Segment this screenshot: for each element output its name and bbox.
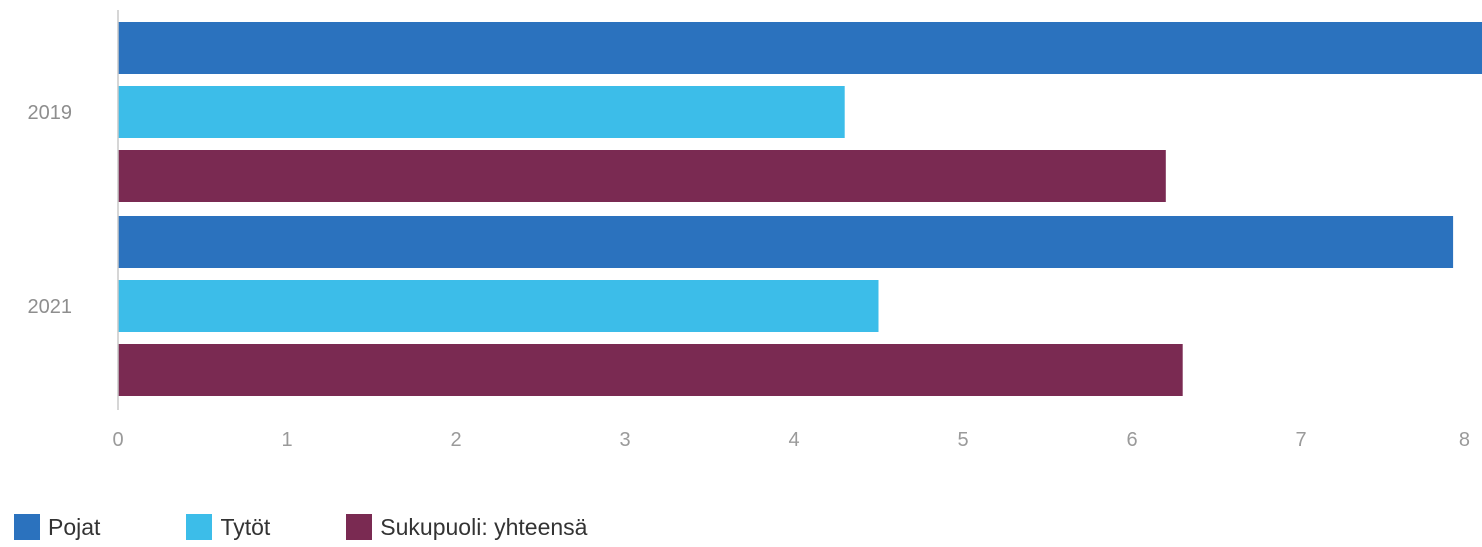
legend-swatch <box>346 514 373 540</box>
bars-group <box>118 22 1482 396</box>
legend-swatch <box>186 514 213 540</box>
bar-chart: 2019 2021 0 1 2 3 4 5 6 7 8 <box>28 10 1482 451</box>
x-tick-label: 2 <box>450 429 461 451</box>
legend-swatch <box>14 514 40 540</box>
legend-label: Tytöt <box>220 513 271 540</box>
legend: Pojat Tytöt Sukupuoli: yhteensä <box>14 510 587 544</box>
bar-2019-2 <box>118 86 845 138</box>
x-tick-label: 8 <box>1459 429 1470 451</box>
x-tick-label: 0 <box>112 429 123 451</box>
bar-2019-3 <box>118 150 1166 202</box>
x-tick-label: 1 <box>281 429 292 451</box>
legend-item: Sukupuoli: yhteensä <box>346 514 587 541</box>
x-tick-label: 7 <box>1295 429 1306 451</box>
category-label: 2021 <box>28 296 73 318</box>
category-labels: 2019 2021 <box>28 102 73 318</box>
bar-2021-2 <box>118 280 879 332</box>
x-axis-ticks: 0 1 2 3 4 5 6 7 8 <box>112 429 1470 451</box>
legend-label: Sukupuoli: yhteensä <box>380 513 588 540</box>
x-tick-label: 6 <box>1126 429 1137 451</box>
legend-label: Pojat <box>48 513 101 540</box>
legend-item: Pojat <box>14 514 100 541</box>
x-tick-label: 5 <box>957 429 968 451</box>
bar-2021-3 <box>118 344 1183 396</box>
legend-item: Tytöt <box>186 514 270 541</box>
bar-2019-1 <box>118 22 1482 74</box>
category-label: 2019 <box>28 102 73 124</box>
bar-2021-1 <box>118 216 1454 268</box>
x-tick-label: 3 <box>619 429 630 451</box>
x-tick-label: 4 <box>788 429 799 451</box>
